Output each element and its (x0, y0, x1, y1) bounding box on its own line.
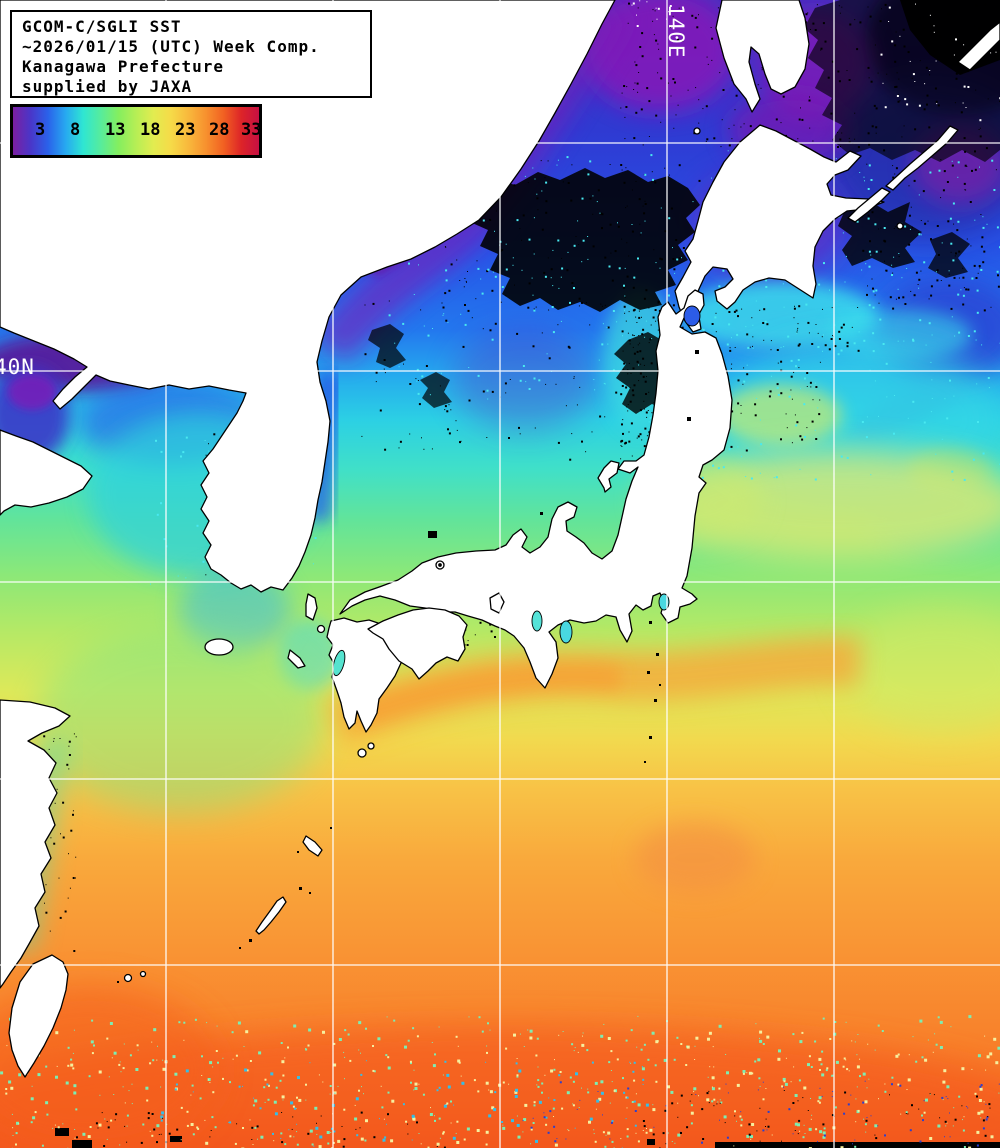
ise-bay (559, 620, 573, 644)
ariake-sea (332, 649, 346, 677)
island-okinawa (255, 896, 287, 935)
island-etorofu (885, 125, 959, 191)
small-lakes (540, 350, 699, 515)
island-tsushima (305, 593, 318, 621)
temperature-colorbar: 3 8 13 18 23 28 33 (10, 104, 262, 158)
missing-data-clouds (55, 0, 1000, 1148)
colorbar-tick: 33 (241, 120, 262, 140)
izu-islands (644, 621, 661, 763)
island-sado (597, 460, 620, 493)
map-title-box: GCOM-C/SGLI SST ~2026/01/15 (UTC) Week C… (10, 10, 372, 98)
oki-lagoon-dot (438, 563, 442, 567)
region-line: Kanagawa Prefecture (22, 57, 225, 76)
bays-and-lakes (117, 305, 701, 983)
credit-line: supplied by JAXA (22, 77, 193, 96)
lake-biwa (531, 610, 543, 632)
island-tanegashima (367, 742, 375, 750)
island-jeju (204, 638, 234, 656)
colorbar-tick: 3 (35, 120, 46, 140)
latitude-label-40n: 40N (0, 355, 35, 379)
colorbar-tick: 13 (105, 120, 126, 140)
land-shandong (0, 429, 93, 516)
island-goto (287, 649, 306, 669)
island-kunashiri (847, 187, 891, 223)
island-ishigaki (139, 970, 147, 978)
island-amami (302, 835, 323, 857)
island-yakushima (357, 748, 367, 758)
land-hokkaido (674, 124, 885, 333)
island-shikotan (896, 222, 904, 230)
mutsu-bay (683, 305, 701, 327)
colorbar-tick: 8 (70, 120, 81, 140)
land-sakhalin (715, 0, 810, 113)
land-shikoku (367, 607, 468, 680)
island-rishiri (693, 127, 701, 135)
land-china-coast (0, 699, 71, 989)
island-kuril-ne (957, 21, 1000, 71)
daito-islands (117, 827, 332, 983)
colorbar-tick: 18 (140, 120, 161, 140)
land-taiwan (8, 954, 69, 1078)
island-iki (316, 624, 326, 634)
colorbar-tick: 28 (209, 120, 230, 140)
island-miyako (123, 973, 133, 983)
longitude-label-140e: 140E (664, 4, 688, 59)
date-line: ~2026/01/15 (UTC) Week Comp. (22, 37, 320, 56)
product-name: GCOM-C/SGLI SST (22, 17, 182, 36)
colorbar-tick: 23 (175, 120, 196, 140)
